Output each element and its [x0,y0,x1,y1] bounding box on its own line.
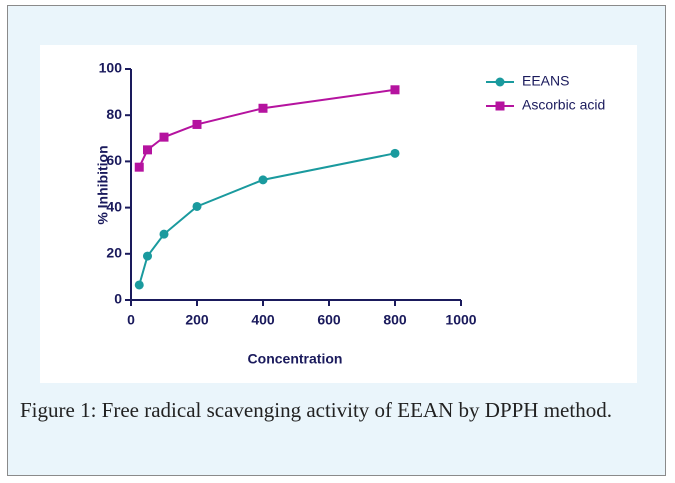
marker [192,201,202,211]
legend-label: Ascorbic acid [522,97,605,113]
marker [390,85,400,95]
x-tick-label: 400 [251,312,275,328]
y-tick-label: 0 [114,291,122,307]
x-tick-label: 200 [185,312,209,328]
x-tick-label: 600 [317,312,341,328]
legend-label: EEANS [522,73,569,89]
y-tick-label: 100 [99,60,123,76]
marker [134,280,144,290]
marker [134,162,144,172]
x-axis-label: Concentration [248,351,343,367]
legend-marker [495,101,505,111]
marker [159,132,169,142]
x-tick-label: 800 [383,312,407,328]
plot-background [40,45,637,383]
x-tick-label: 0 [127,312,135,328]
marker [143,145,152,155]
marker [258,175,268,185]
x-tick-label: 1000 [445,312,476,328]
y-tick-label: 60 [106,152,122,168]
y-tick-label: 80 [106,106,122,122]
marker [390,148,400,158]
series-line [138,88,396,168]
marker [258,103,268,113]
y-tick-label: 20 [106,245,122,261]
marker [143,251,152,261]
marker [192,119,202,129]
y-axis-label: % Inhibition [95,145,111,224]
legend-marker [495,77,505,87]
series-line [138,152,396,286]
y-tick-label: 40 [106,198,122,214]
figure-caption: Figure 1: Free radical scavenging activi… [20,398,612,422]
marker [159,229,169,239]
